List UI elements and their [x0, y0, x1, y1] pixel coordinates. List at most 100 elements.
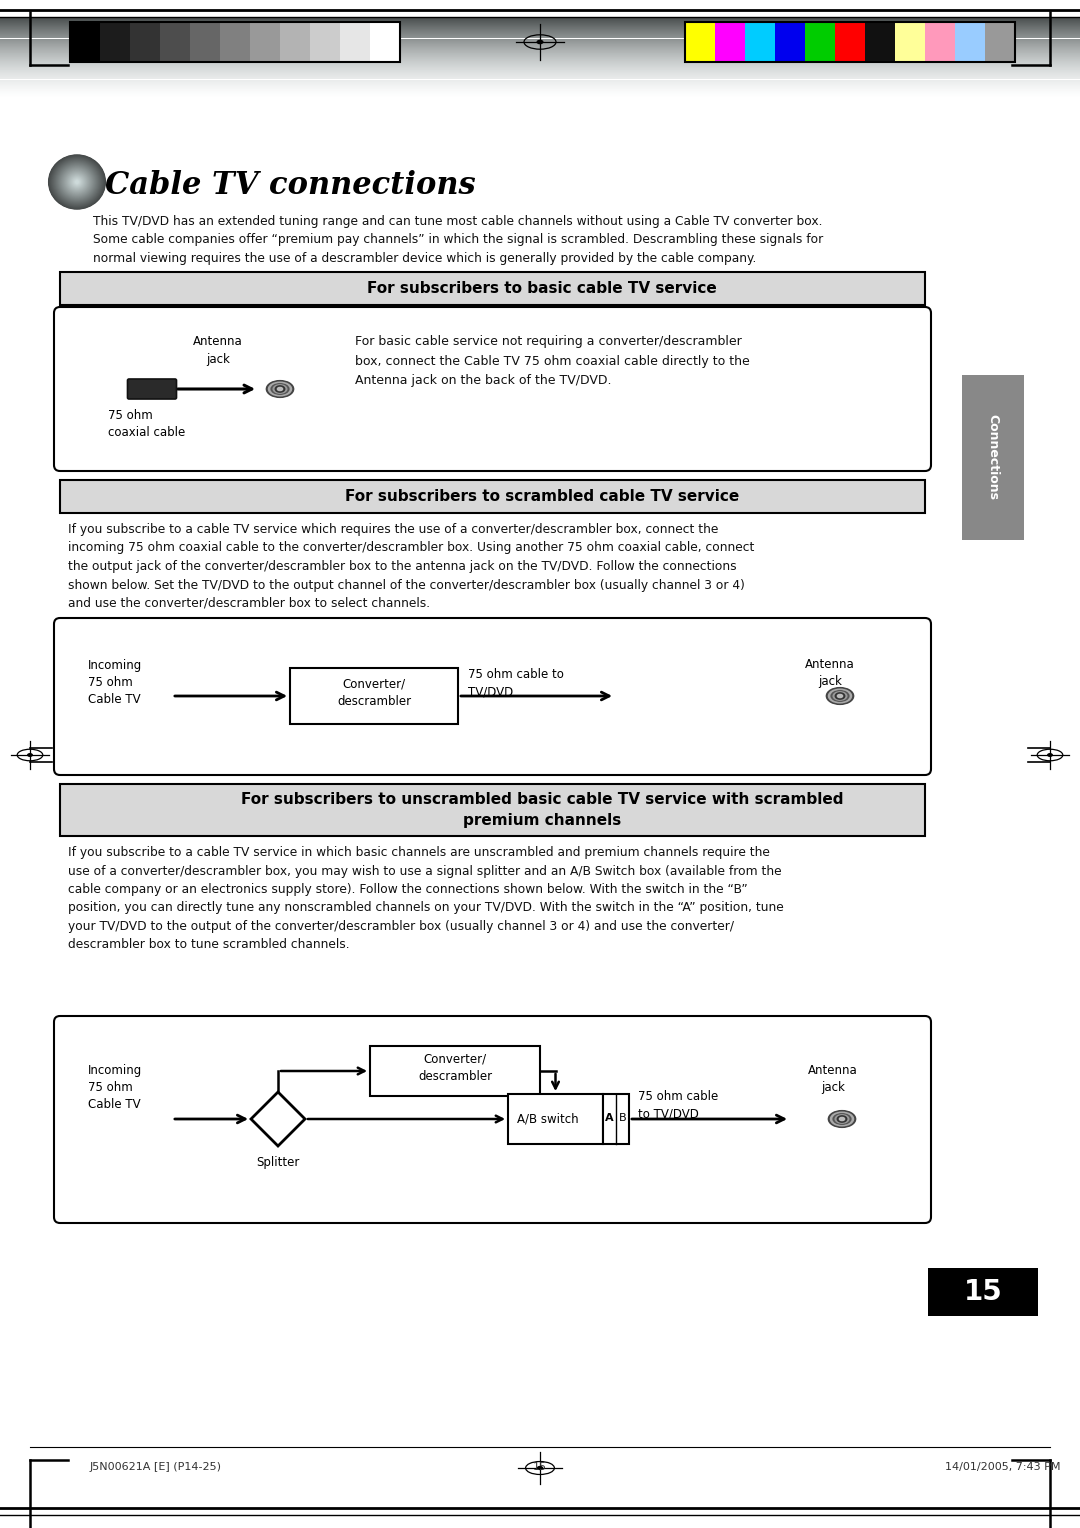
FancyBboxPatch shape [127, 379, 176, 399]
Ellipse shape [54, 160, 100, 205]
Bar [985, 21, 1015, 63]
Ellipse shape [62, 167, 93, 197]
Text: If you subscribe to a cable TV service which requires the use of a converter/des: If you subscribe to a cable TV service w… [68, 523, 754, 610]
Bar [220, 21, 249, 63]
Ellipse shape [278, 388, 283, 391]
Text: For subscribers to basic cable TV service: For subscribers to basic cable TV servic… [367, 281, 717, 296]
Bar [249, 21, 280, 63]
Text: For subscribers to unscrambled basic cable TV service with scrambled
premium cha: For subscribers to unscrambled basic cab… [241, 793, 843, 828]
Bar [291, 668, 458, 724]
Ellipse shape [273, 385, 287, 393]
Text: If you subscribe to a cable TV service in which basic channels are unscrambled a: If you subscribe to a cable TV service i… [68, 847, 784, 952]
Ellipse shape [59, 165, 95, 199]
Bar [775, 21, 805, 63]
Text: Antenna
jack: Antenna jack [805, 659, 855, 689]
FancyBboxPatch shape [54, 307, 931, 471]
Text: Cable TV connections: Cable TV connections [105, 170, 475, 200]
Ellipse shape [835, 1115, 849, 1123]
Ellipse shape [58, 163, 96, 200]
Ellipse shape [52, 157, 103, 206]
Bar [190, 21, 220, 63]
Ellipse shape [837, 1115, 847, 1122]
Text: B: B [619, 1112, 626, 1123]
Text: J5N00621A [E] (P14-25): J5N00621A [E] (P14-25) [90, 1462, 222, 1471]
Text: For subscribers to scrambled cable TV service: For subscribers to scrambled cable TV se… [345, 489, 739, 504]
Text: 14/01/2005, 7:43 PM: 14/01/2005, 7:43 PM [945, 1462, 1061, 1471]
Ellipse shape [835, 692, 845, 700]
Ellipse shape [71, 177, 82, 186]
Bar [924, 21, 955, 63]
Ellipse shape [71, 177, 83, 188]
Text: Antenna
jack: Antenna jack [193, 335, 243, 365]
Ellipse shape [53, 159, 102, 205]
Ellipse shape [1048, 753, 1052, 756]
Bar [70, 21, 400, 63]
Ellipse shape [70, 176, 84, 189]
Text: A/B switch: A/B switch [517, 1112, 579, 1126]
Text: A: A [605, 1112, 613, 1123]
Bar [685, 21, 1015, 63]
Ellipse shape [66, 171, 89, 193]
Ellipse shape [73, 179, 81, 185]
Ellipse shape [73, 179, 80, 185]
Text: Incoming
75 ohm
Cable TV: Incoming 75 ohm Cable TV [87, 1063, 143, 1111]
Ellipse shape [57, 163, 97, 202]
Ellipse shape [69, 174, 84, 189]
Ellipse shape [53, 159, 100, 205]
Ellipse shape [63, 168, 92, 196]
Ellipse shape [67, 173, 86, 191]
Ellipse shape [49, 156, 105, 208]
Ellipse shape [49, 154, 106, 209]
Text: 75 ohm
coaxial cable: 75 ohm coaxial cable [108, 410, 186, 439]
Ellipse shape [75, 179, 80, 185]
Ellipse shape [55, 162, 98, 202]
Ellipse shape [839, 1117, 845, 1120]
Bar [340, 21, 370, 63]
Bar [685, 21, 715, 63]
Bar [70, 21, 100, 63]
Bar [962, 374, 1024, 539]
Ellipse shape [64, 170, 91, 196]
Ellipse shape [54, 160, 99, 203]
Bar [895, 21, 924, 63]
Ellipse shape [831, 1112, 853, 1126]
Ellipse shape [63, 168, 91, 196]
Bar [805, 21, 835, 63]
Bar [955, 21, 985, 63]
Ellipse shape [71, 176, 83, 188]
Ellipse shape [275, 387, 285, 393]
Ellipse shape [76, 180, 79, 183]
Bar [130, 21, 160, 63]
Ellipse shape [64, 170, 90, 194]
Bar [715, 21, 745, 63]
Ellipse shape [826, 688, 853, 704]
Ellipse shape [68, 174, 86, 191]
Ellipse shape [828, 689, 851, 703]
Bar [160, 21, 190, 63]
Ellipse shape [62, 168, 92, 196]
Text: 15: 15 [534, 1462, 546, 1471]
Ellipse shape [60, 167, 94, 199]
Ellipse shape [68, 173, 86, 191]
Bar [370, 1047, 540, 1096]
Bar [835, 21, 865, 63]
Ellipse shape [50, 156, 105, 208]
Bar [60, 784, 924, 836]
Text: Incoming
75 ohm
Cable TV: Incoming 75 ohm Cable TV [87, 659, 143, 706]
Text: 75 ohm cable to
TV/DVD: 75 ohm cable to TV/DVD [468, 668, 564, 698]
Bar [60, 480, 924, 513]
Ellipse shape [52, 159, 102, 205]
Text: Splitter: Splitter [256, 1157, 299, 1169]
Ellipse shape [60, 167, 93, 197]
Bar [865, 21, 895, 63]
Ellipse shape [66, 171, 87, 193]
Text: Converter/
descrambler: Converter/ descrambler [418, 1053, 492, 1083]
Ellipse shape [72, 177, 82, 186]
Ellipse shape [56, 162, 98, 202]
Ellipse shape [837, 694, 842, 698]
Ellipse shape [833, 1114, 851, 1125]
Bar [508, 1094, 603, 1144]
Ellipse shape [58, 163, 96, 200]
Bar [280, 21, 310, 63]
Ellipse shape [57, 163, 96, 200]
